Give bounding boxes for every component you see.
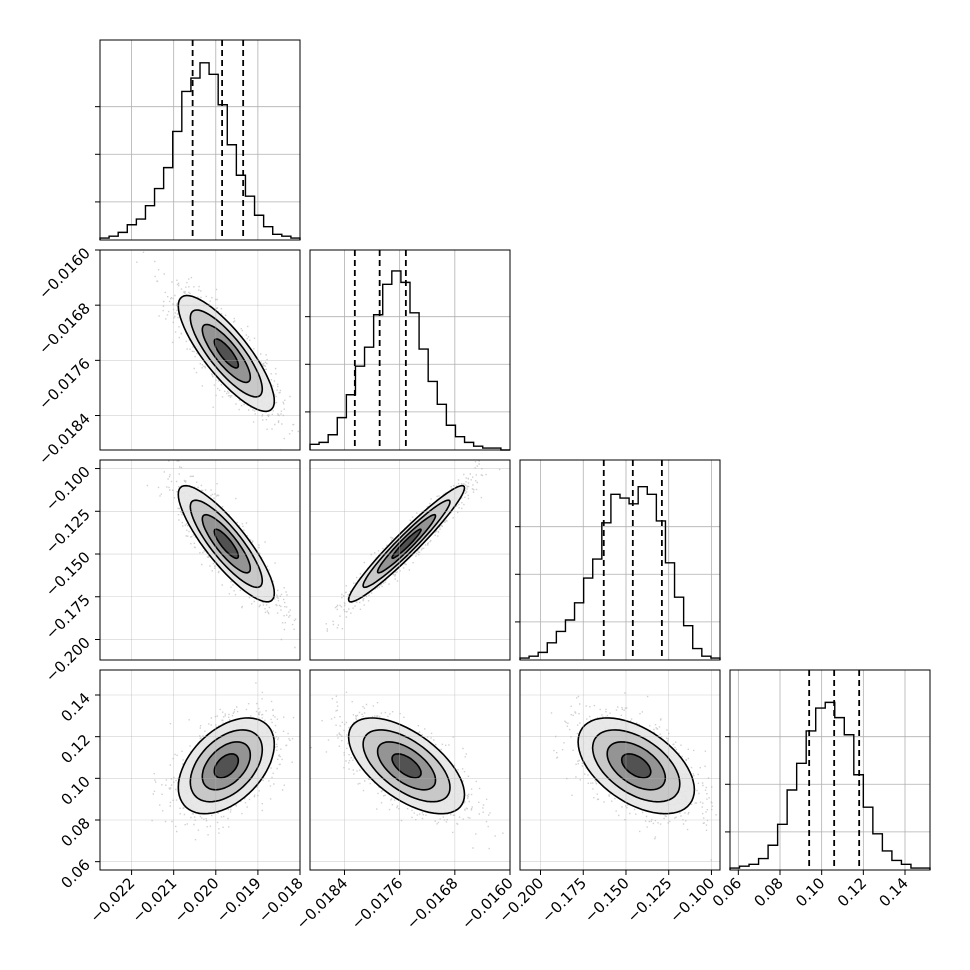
panel-frame [309,669,511,871]
contour-line [362,729,451,803]
panel-content [310,670,504,850]
y-tick-label: −0.0184 [35,410,94,469]
x-tick-label: −0.150 [581,874,633,926]
hist-panel-p2 [515,459,721,661]
panel-content [325,460,501,632]
panel-background [520,460,720,660]
contour-line [177,484,276,603]
y-tick-label: −0.0160 [35,244,94,303]
contour-line [201,741,252,791]
y-tick-label: −0.200 [42,634,94,686]
contour-line [391,528,422,560]
x-tick-label: −0.0168 [403,874,462,933]
panel-background [730,670,930,870]
contour-line [201,323,252,384]
contour-line [577,717,696,815]
contour-line [201,513,252,574]
x-tick-label: −0.0176 [348,874,407,933]
histogram-step-p0 [99,62,301,240]
panel-content [151,682,295,841]
contour-line [620,753,652,779]
contour-line [347,484,466,603]
panel-content [550,692,717,861]
histogram-step-p2 [519,485,721,660]
y-tick-label: 0.06 [57,856,93,892]
contour-line [591,729,681,803]
x-tick-label: −0.125 [624,874,676,926]
y-tick-label: −0.0168 [35,299,94,358]
y-tick-label: 0.10 [57,772,93,808]
contour-line [376,741,437,791]
y-tick-label: −0.175 [42,591,94,643]
panel-frame [519,669,721,871]
density-shade [392,529,421,559]
x-tick-label: −0.022 [86,874,138,926]
contour-line [213,528,240,560]
panel-background [310,250,510,450]
y-tick-label: 0.08 [57,814,93,850]
contour-line [177,294,276,413]
histogram-step-p3 [729,701,931,870]
x-tick-label: 0.12 [834,874,870,910]
y-tick-label: 0.14 [57,689,93,725]
contour-line [213,753,240,779]
contour-line [391,753,422,779]
contour-line [376,513,437,574]
x-tick-label: 0.14 [875,874,911,910]
y-tick-label: −0.0176 [35,354,94,413]
scatter-panel-p1-p3 [309,669,511,871]
x-tick-label: 0.10 [792,874,828,910]
panel-frame [99,459,301,661]
hist-panel-p3 [725,669,931,871]
contour-line [177,717,276,815]
y-tick-label: −0.100 [42,463,94,515]
panel-frame [99,669,301,871]
scatter-panel-p1-p2 [309,459,511,661]
x-tick-label: −0.021 [129,874,181,926]
contour-line [213,338,240,369]
panel-content [146,460,297,649]
x-tick-label: 0.08 [750,874,786,910]
contour-line [189,729,264,803]
contour-line [189,499,264,589]
contour-line [347,717,466,815]
panel-background [100,460,300,660]
y-tick-label: −0.125 [42,505,94,557]
density-shade [392,753,421,778]
panel-frame [729,669,931,871]
y-tick-label: −0.150 [42,548,94,600]
panel-content [136,251,299,450]
x-tick-label: −0.020 [171,874,223,926]
panel-frame [309,459,511,661]
scatter-panel-p0-p3 [99,669,301,871]
contour-line [606,741,667,791]
density-shade [214,339,239,368]
density-shade [214,529,239,559]
panel-frame [99,39,301,241]
scatter-panel-p2-p3 [519,669,721,871]
panel-background [310,460,510,660]
x-tick-label: −0.175 [538,874,590,926]
y-tick-label: 0.12 [57,731,93,767]
scatter-panel-p0-p2 [99,459,301,661]
panel-frame [99,249,301,451]
x-tick-label: 0.06 [709,874,745,910]
panel-frame [309,249,511,451]
contour-line [189,309,264,398]
contour-line [362,499,451,589]
x-tick-label: −0.019 [213,874,265,926]
scatter-panel-p0-p1 [99,249,301,451]
hist-panel-p0 [95,39,301,241]
panel-frame [519,459,721,661]
hist-panel-p1 [305,249,511,451]
